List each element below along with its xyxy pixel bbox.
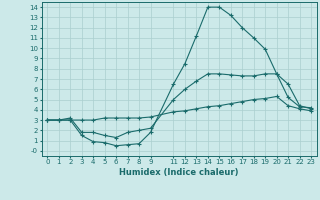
X-axis label: Humidex (Indice chaleur): Humidex (Indice chaleur) <box>119 168 239 177</box>
